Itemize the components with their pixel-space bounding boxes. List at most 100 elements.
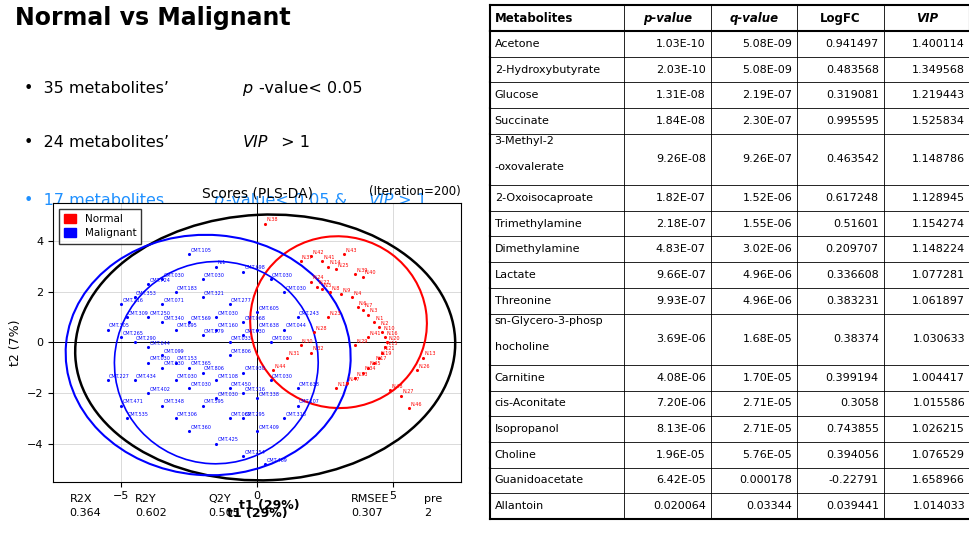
Point: [222, 300, 237, 309]
Text: (Iteration=200): (Iteration=200): [368, 185, 460, 198]
Point: [355, 272, 370, 281]
Point: [154, 401, 170, 410]
Point: [290, 384, 305, 392]
Text: CMT.044: CMT.044: [285, 324, 306, 328]
Text: N.26: N.26: [419, 364, 429, 369]
Text: 3-Methyl-2: 3-Methyl-2: [494, 136, 554, 147]
Point: [208, 262, 224, 271]
Text: 1.004417: 1.004417: [911, 373, 964, 383]
Text: N.21: N.21: [383, 346, 394, 351]
Text: CMT.638: CMT.638: [258, 324, 279, 328]
Point: [276, 287, 292, 296]
Text: -oxovalerate: -oxovalerate: [494, 162, 564, 172]
Point: [293, 341, 308, 349]
Text: 9.26E-08: 9.26E-08: [655, 155, 705, 164]
Point: [320, 313, 335, 322]
Text: CMT.316: CMT.316: [244, 387, 266, 392]
Text: 0.941497: 0.941497: [825, 39, 878, 49]
Text: CMT.306: CMT.306: [176, 412, 198, 417]
Point: [290, 401, 305, 410]
Text: 1.076529: 1.076529: [911, 450, 964, 460]
Text: N.37: N.37: [301, 255, 313, 260]
Point: [154, 275, 170, 284]
Text: 0.364: 0.364: [70, 508, 102, 518]
Point: [377, 343, 392, 351]
Text: N.24: N.24: [312, 276, 324, 280]
Point: [100, 325, 115, 334]
Text: CMT.030: CMT.030: [176, 374, 198, 379]
Text: 2.03E-10: 2.03E-10: [655, 65, 705, 74]
Text: Glucose: Glucose: [494, 90, 539, 100]
Text: N.30: N.30: [301, 339, 313, 343]
Text: Q2Y: Q2Y: [208, 493, 231, 503]
Text: 1.400114: 1.400114: [912, 39, 964, 49]
Point: [377, 333, 392, 342]
Text: -value< 0.05: -value< 0.05: [259, 81, 362, 96]
Text: N.43: N.43: [345, 248, 357, 253]
Text: 1.349568: 1.349568: [911, 65, 964, 74]
Text: N.16: N.16: [386, 331, 397, 336]
Text: 0.51601: 0.51601: [832, 219, 878, 228]
Text: CMT.153: CMT.153: [176, 356, 198, 361]
Y-axis label: t2 (7%): t2 (7%): [9, 319, 21, 365]
Text: N.20: N.20: [389, 336, 400, 341]
Point: [355, 305, 370, 314]
Text: 1.52E-06: 1.52E-06: [742, 193, 792, 203]
Text: 1.96E-05: 1.96E-05: [655, 450, 705, 460]
Text: -0.22791: -0.22791: [828, 476, 878, 485]
Text: CMT.450: CMT.450: [231, 381, 252, 387]
Text: 2: 2: [423, 508, 431, 518]
Text: N.2: N.2: [380, 321, 389, 326]
Point: [208, 394, 224, 402]
Text: 3.69E-06: 3.69E-06: [655, 334, 705, 344]
Text: 0.995595: 0.995595: [825, 116, 878, 126]
Text: CMT.402: CMT.402: [149, 387, 171, 392]
Text: R2X: R2X: [70, 493, 92, 503]
Text: CMT.099: CMT.099: [163, 349, 184, 354]
Text: CMT.243: CMT.243: [298, 311, 320, 316]
Point: [235, 389, 251, 398]
Text: 1.55E-06: 1.55E-06: [742, 219, 792, 228]
Text: 0.209707: 0.209707: [825, 244, 878, 254]
Text: 2.18E-07: 2.18E-07: [655, 219, 705, 228]
Point: [113, 300, 129, 309]
Point: [181, 318, 197, 326]
Text: N.3: N.3: [369, 308, 378, 314]
X-axis label: t1 (29%): t1 (29%): [227, 507, 287, 520]
Text: Acetone: Acetone: [494, 39, 540, 49]
Text: CMT.071: CMT.071: [163, 298, 184, 303]
Text: N.40: N.40: [364, 270, 375, 276]
Text: 0.394056: 0.394056: [825, 450, 878, 460]
Text: 1.219443: 1.219443: [911, 90, 964, 100]
Point: [276, 414, 292, 423]
Point: [276, 325, 292, 334]
Text: 1.525834: 1.525834: [911, 116, 964, 126]
Point: [119, 313, 135, 322]
Point: [181, 384, 197, 392]
Point: [127, 376, 142, 385]
Text: N.45: N.45: [369, 362, 381, 366]
Text: CMT.569: CMT.569: [190, 316, 211, 321]
Text: CMT.806: CMT.806: [203, 366, 225, 371]
Point: [113, 333, 129, 342]
Text: 2.71E-05: 2.71E-05: [741, 399, 792, 408]
Point: [141, 358, 156, 367]
Point: [320, 262, 335, 271]
Point: [328, 265, 343, 273]
Text: CMT.425: CMT.425: [217, 437, 238, 442]
Text: 0.020064: 0.020064: [652, 501, 705, 511]
Text: N.1: N.1: [375, 316, 383, 321]
Text: CMT.321: CMT.321: [203, 291, 225, 296]
Text: N.29: N.29: [356, 339, 367, 343]
Text: Threonine: Threonine: [494, 296, 550, 305]
Point: [371, 353, 387, 362]
Text: 0.039441: 0.039441: [825, 501, 878, 511]
Text: CMT.030: CMT.030: [271, 273, 293, 278]
Point: [154, 318, 170, 326]
Point: [263, 376, 278, 385]
Text: p: p: [242, 81, 252, 96]
Text: 0.602: 0.602: [135, 508, 167, 518]
Text: CMT.030: CMT.030: [271, 336, 293, 341]
Text: CMT.227: CMT.227: [109, 374, 130, 379]
Point: [181, 426, 197, 435]
